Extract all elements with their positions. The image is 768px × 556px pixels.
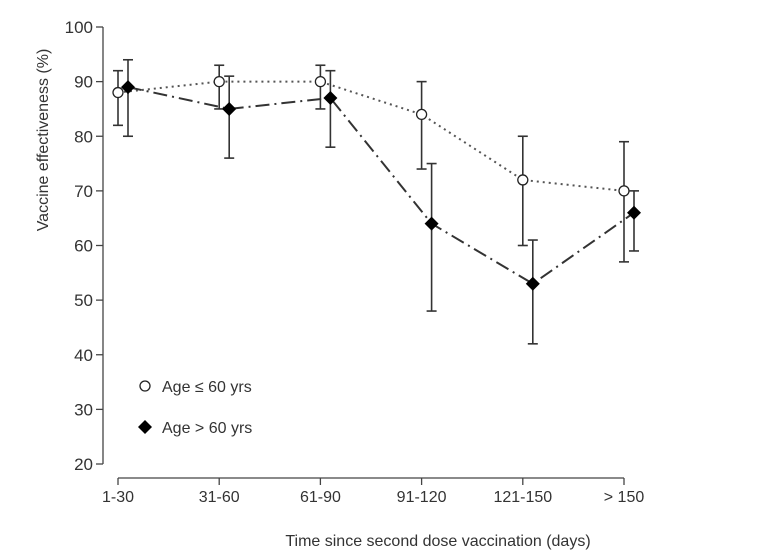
data-point-circle — [213, 75, 225, 88]
y-tick-label: 60 — [74, 237, 93, 256]
legend-label-age-gt-60: Age > 60 yrs — [162, 420, 252, 437]
series-0 — [112, 64, 630, 263]
y-axis-label: Vaccine effectiveness (%) — [35, 49, 52, 232]
y-tick-label: 100 — [65, 18, 93, 37]
x-tick-label: 31-60 — [199, 489, 240, 506]
y-tick-label: 40 — [74, 346, 93, 365]
x-tick-label: 1-30 — [102, 489, 134, 506]
x-tick-label: 121-150 — [493, 489, 552, 506]
y-tick-label: 20 — [74, 455, 93, 474]
data-point-diamond — [121, 80, 135, 95]
legend-marker-diamond — [138, 420, 152, 434]
y-tick-label: 70 — [74, 182, 93, 201]
data-point-diamond — [525, 276, 540, 291]
legend-label-age-le-60: Age ≤ 60 yrs — [162, 379, 252, 396]
series-1 — [121, 58, 641, 345]
data-point-circle — [618, 185, 630, 197]
series-line — [127, 86, 635, 285]
x-tick-label: > 150 — [604, 489, 645, 506]
y-tick-label: 50 — [74, 291, 93, 310]
y-tick-label: 80 — [74, 127, 93, 146]
series-line — [117, 80, 625, 192]
data-point-diamond — [424, 216, 439, 231]
legend-marker-circle — [139, 380, 151, 392]
legend: Age ≤ 60 yrs Age > 60 yrs — [138, 379, 252, 437]
x-tick-label: 91-120 — [397, 489, 447, 506]
data-point-circle — [112, 86, 124, 99]
x-tick-label: 61-90 — [300, 489, 341, 506]
y-tick-label: 30 — [74, 400, 93, 419]
data-point-circle — [415, 108, 428, 121]
x-axis-label: Time since second dose vaccination (days… — [285, 533, 590, 550]
data-point-circle — [517, 174, 529, 186]
data-point-diamond — [222, 101, 237, 116]
data-point-diamond — [627, 205, 641, 220]
y-tick-label: 90 — [74, 73, 93, 92]
data-point-circle — [314, 75, 327, 88]
data-point-diamond — [323, 91, 338, 106]
